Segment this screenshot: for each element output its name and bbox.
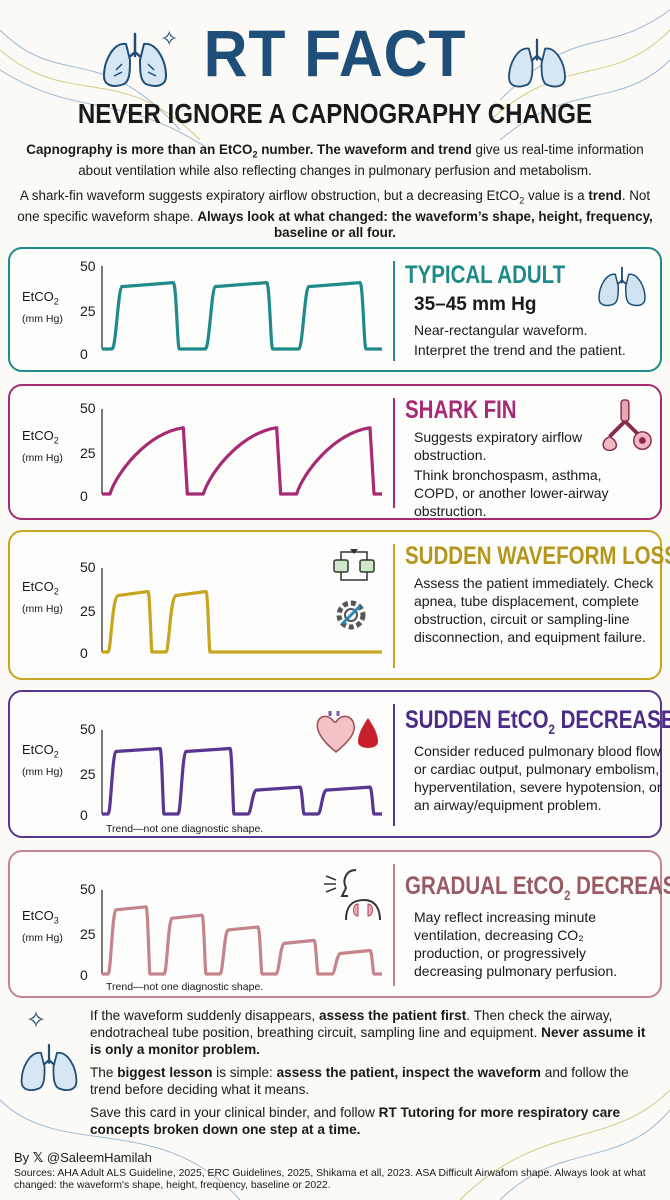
author-handle[interactable]: @SaleemHamilah (46, 1150, 152, 1165)
waveform-chart (101, 409, 382, 496)
waveform-card-typical-adult: EtCO2 (mm Hg) 50 25 0 TYPICAL ADULT 35–45… (8, 247, 662, 372)
page-title: RT FACT (203, 16, 467, 90)
breathing-circuit-icon (333, 549, 375, 581)
normal-range: 35–45 mm Hg (414, 294, 537, 315)
divider (393, 544, 395, 668)
y-tick: 25 (80, 766, 96, 782)
y-axis-label: EtCO2 (mm Hg) (22, 742, 63, 778)
footer-text: If the waveform suddenly disappears, ass… (90, 1008, 646, 1137)
waveform-chart (101, 266, 382, 351)
trend-note: Trend—not one diagnostic shape. (106, 823, 264, 835)
y-tick: 0 (80, 645, 88, 661)
gear-disconnect-icon (336, 600, 366, 630)
heart-blood-drop-icon (316, 711, 378, 754)
waveform-card-gradual-decrease: EtCO3 (mm Hg) 50 25 0 Trend—not one diagn… (8, 850, 670, 998)
card-description: Near-rectangular waveform. Interpret the … (414, 322, 626, 358)
waveform-chart (101, 890, 382, 976)
trend-note: Trend—not one diagnostic shape. (106, 981, 264, 993)
y-axis-label: EtCO2 (mm Hg) (22, 289, 63, 325)
y-tick: 0 (80, 488, 88, 504)
card-description: May reflect increasing minute ventilatio… (414, 909, 618, 979)
waveform-line (102, 426, 382, 496)
divider (393, 398, 395, 508)
lungs-icon (508, 38, 566, 88)
card-description: Suggests expiratory airflow obstruction.… (414, 429, 609, 519)
y-tick: 25 (80, 926, 96, 942)
y-tick: 25 (80, 445, 96, 461)
y-tick: 50 (80, 721, 96, 737)
y-tick: 25 (80, 303, 96, 319)
sources: Sources: AHA Adult ALS Guideline, 2025, … (14, 1168, 646, 1191)
lungs-icon (20, 1044, 78, 1091)
byline: By 𝕏 @SaleemHamilah (14, 1150, 152, 1165)
x-logo-icon: 𝕏 (32, 1150, 44, 1165)
sparkle-icon: ✧ (160, 26, 179, 51)
waveform-card-sudden-decrease: EtCO2 (mm Hg) 50 25 0 Trend—not one diagn… (8, 690, 670, 838)
y-axis-label: EtCO2 (mm Hg) (22, 579, 63, 615)
y-tick: 0 (80, 967, 88, 983)
waveform-card-sudden-loss: EtCO2 (mm Hg) 50 25 0 SUDDEN WAVEFORM LOS… (8, 530, 670, 680)
y-tick: 50 (80, 559, 96, 575)
waveform-line (102, 905, 382, 976)
card-title: TYPICAL ADULT (405, 261, 566, 289)
lungs-icon (598, 266, 646, 307)
sparkle-icon: ✧ (26, 1007, 47, 1034)
divider (393, 704, 395, 826)
airway-bronchi-icon (602, 399, 652, 452)
waveform-line (102, 589, 382, 654)
card-description: Consider reduced pulmonary blood flow or… (414, 743, 662, 813)
intro-paragraph-2: A shark-fin waveform suggests expiratory… (17, 188, 653, 240)
y-tick: 50 (80, 258, 96, 274)
card-description: Assess the patient immediately. Check ap… (414, 575, 654, 645)
waveform-line (102, 746, 382, 816)
y-axis-label: EtCO3 (mm Hg) (22, 908, 63, 944)
card-title: SUDDEN WAVEFORM LOSS (405, 542, 670, 570)
divider (393, 864, 395, 986)
waveform-chart (101, 568, 382, 654)
breathing-person-icon (324, 869, 381, 920)
y-tick: 25 (80, 603, 96, 619)
intro-paragraph: Capnography is more than an EtCO2 number… (26, 142, 644, 178)
lungs-icon (102, 32, 168, 87)
divider (393, 261, 395, 361)
page-subtitle: NEVER IGNORE A CAPNOGRAPHY CHANGE (77, 98, 593, 129)
card-title: SHARK FIN (405, 396, 517, 424)
card-title: GRADUAL EtCO2 DECREASE (405, 872, 670, 903)
y-tick: 50 (80, 400, 96, 416)
card-title: SUDDEN EtCO2 DECREASE (405, 706, 670, 737)
waveform-line (102, 281, 382, 351)
waveform-card-shark-fin: EtCO2 (mm Hg) 50 25 0 SHARK FIN Suggests … (8, 384, 662, 520)
y-axis-label: EtCO2 (mm Hg) (22, 428, 63, 464)
waveform-chart (101, 730, 382, 816)
header: RT FACT NEVER IGNORE A CAPNOGRAPHY CHANG… (0, 0, 670, 135)
y-tick: 0 (80, 807, 88, 823)
y-tick: 50 (80, 881, 96, 897)
y-tick: 0 (80, 346, 88, 362)
